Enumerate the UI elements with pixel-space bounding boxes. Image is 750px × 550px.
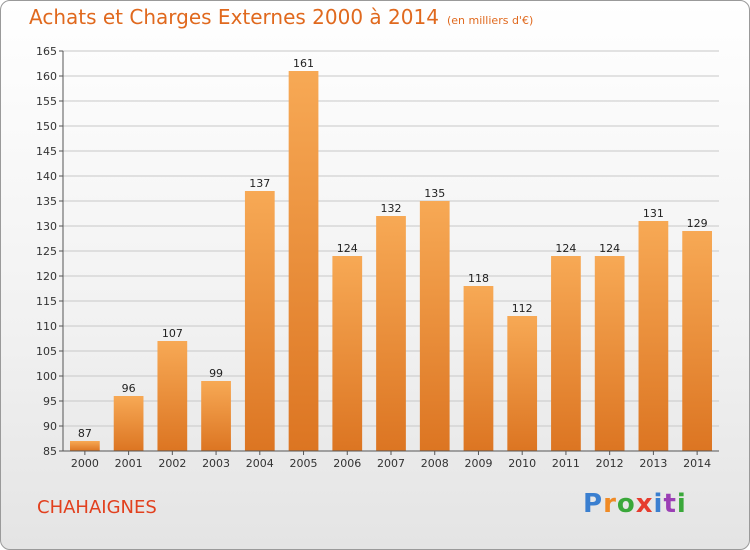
x-tick-label: 2007 [377,457,405,470]
y-tick-label: 100 [36,370,57,383]
value-label: 135 [424,187,445,200]
y-tick-label: 160 [36,70,57,83]
bar-2000 [69,441,100,451]
x-tick-label: 2008 [421,457,449,470]
y-tick-label: 110 [36,320,57,333]
value-label: 129 [687,217,708,230]
bar-2004 [244,191,275,451]
bar-2006 [332,256,363,451]
x-tick-label: 2004 [246,457,274,470]
bar-2008 [419,201,450,451]
y-tick-label: 105 [36,345,57,358]
y-tick-label: 155 [36,95,57,108]
value-label: 132 [381,202,402,215]
value-label: 124 [599,242,620,255]
x-tick-label: 2011 [552,457,580,470]
y-tick-label: 130 [36,220,57,233]
y-tick-label: 85 [43,445,57,458]
bar-2013 [638,221,669,451]
x-tick-label: 2013 [639,457,667,470]
x-tick-label: 2005 [290,457,318,470]
bar-2010 [507,316,538,451]
y-tick-label: 125 [36,245,57,258]
y-tick-label: 135 [36,195,57,208]
bar-2011 [551,256,581,451]
y-tick-label: 115 [36,295,57,308]
x-tick-label: 2010 [508,457,536,470]
value-label: 112 [512,302,533,315]
bar-2003 [201,381,231,451]
y-tick-label: 145 [36,145,57,158]
chart-title: Achats et Charges Externes 2000 à 2014 (e… [29,5,533,29]
bars: 87 96 107 99 137 161 124 132 135 118 112 124 124 131 1… [69,57,713,451]
logo-letter: i [653,489,664,519]
town-name: CHAHAIGNES [37,497,157,518]
chart-unit: (en milliers d'€) [446,14,534,27]
logo-letter: i [676,489,687,519]
value-label: 124 [337,242,358,255]
bar-2007 [376,216,406,451]
value-label: 137 [249,177,270,190]
value-label: 118 [468,272,489,285]
value-label: 131 [643,207,664,220]
value-label: 161 [293,57,314,70]
value-label: 124 [555,242,576,255]
bar-2014 [682,231,713,451]
y-tick-label: 120 [36,270,57,283]
bar-2009 [463,286,494,451]
y-tick-label: 140 [36,170,57,183]
logo-letter: t [663,489,677,519]
logo-letter: P [583,489,604,519]
y-tick-label: 150 [36,120,57,133]
bar-2001 [113,396,144,451]
axes: 85 90 95 100 105 110 115 120 125 130 135 140 145 150 1… [36,45,719,470]
logo-letter: o [616,489,636,519]
proxiti-logo: Proxiti [583,489,687,519]
bar-2012 [594,256,625,451]
x-tick-label: 2000 [71,457,99,470]
value-label: 99 [209,367,223,380]
x-tick-label: 2009 [464,457,492,470]
y-tick-label: 165 [36,45,57,58]
x-tick-label: 2012 [596,457,624,470]
x-tick-label: 2006 [333,457,361,470]
chart-title-text: Achats et Charges Externes 2000 à 2014 [29,5,439,29]
y-tick-label: 95 [43,395,57,408]
value-label: 96 [122,382,136,395]
bar-2002 [157,341,188,451]
x-tick-label: 2014 [683,457,711,470]
y-tick-label: 90 [43,420,57,433]
logo-letter: r [603,489,617,519]
logo-letter: x [635,489,654,519]
x-tick-label: 2003 [202,457,230,470]
x-tick-label: 2002 [158,457,186,470]
value-label: 107 [162,327,183,340]
value-label: 87 [78,427,92,440]
bar-2005 [288,71,319,451]
x-tick-label: 2001 [115,457,143,470]
